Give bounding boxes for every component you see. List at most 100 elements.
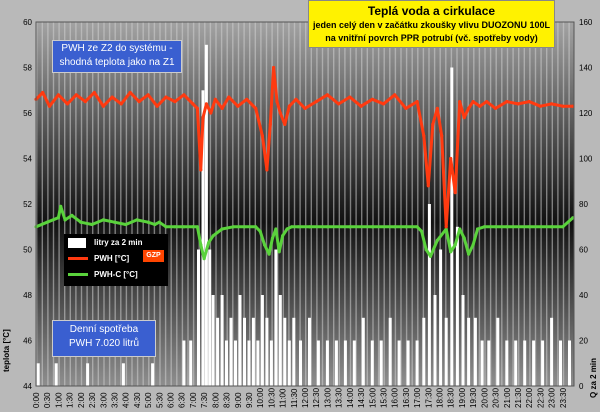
x-tick-label: 5:30 bbox=[155, 392, 164, 408]
consumption-line-2: PWH 7.020 litrů bbox=[68, 338, 140, 349]
pwh-line-point bbox=[393, 93, 397, 97]
x-tick-label: 13:00 bbox=[323, 387, 332, 408]
pwhc-line-point bbox=[195, 225, 199, 229]
background-stripe bbox=[495, 22, 497, 386]
pwhc-line-point bbox=[458, 227, 462, 231]
flow-bar bbox=[204, 44, 208, 387]
flow-bar bbox=[260, 295, 264, 386]
background-stripe bbox=[439, 22, 441, 386]
flow-bar bbox=[505, 340, 509, 386]
background-stripe bbox=[198, 22, 200, 386]
x-tick-label: 2:00 bbox=[77, 392, 86, 408]
x-tick-label: 20:30 bbox=[492, 387, 501, 408]
pwh-line-point bbox=[370, 97, 374, 101]
flow-bar bbox=[439, 249, 443, 386]
pwh-line-point bbox=[444, 225, 448, 229]
background-stripe bbox=[366, 22, 368, 386]
pwh-line-point bbox=[213, 97, 217, 101]
flow-bar bbox=[379, 340, 383, 386]
pwh-line-point bbox=[426, 184, 430, 188]
x-tick-label: 23:30 bbox=[559, 387, 568, 408]
x-tick-label: 4:30 bbox=[133, 392, 142, 408]
flow-bar bbox=[86, 363, 90, 387]
pwh-line-point bbox=[182, 93, 186, 97]
background-stripe bbox=[333, 22, 335, 386]
background-stripe bbox=[265, 22, 268, 386]
background-stripes bbox=[36, 22, 570, 386]
background-stripe bbox=[400, 22, 402, 386]
flow-bar bbox=[274, 249, 278, 386]
background-stripe bbox=[176, 22, 178, 386]
flow-bar bbox=[234, 340, 237, 386]
y2-tick-label: 60 bbox=[579, 246, 588, 255]
flow-bar bbox=[361, 317, 365, 387]
y2-tick-label: 120 bbox=[579, 109, 593, 118]
pwhc-line-point bbox=[471, 243, 475, 247]
pwhc-line-point bbox=[420, 229, 424, 233]
flow-bar bbox=[514, 340, 518, 386]
y2-tick-label: 140 bbox=[579, 64, 593, 73]
pwhc-line-point bbox=[281, 234, 285, 238]
flow-bar bbox=[397, 340, 401, 386]
background-stripe bbox=[181, 22, 184, 386]
background-stripe bbox=[148, 22, 150, 386]
background-stripe bbox=[243, 22, 245, 386]
x-tick-label: 9:00 bbox=[234, 392, 243, 408]
y2-axis-title: Q za 2 min bbox=[589, 358, 598, 398]
background-stripe bbox=[103, 22, 105, 386]
pwhc-line-point bbox=[157, 220, 161, 224]
x-tick-label: 18:00 bbox=[436, 387, 445, 408]
background-stripe bbox=[394, 22, 397, 386]
pwhc-line-point bbox=[59, 204, 63, 208]
flow-bar bbox=[308, 317, 311, 387]
background-stripe bbox=[47, 22, 49, 386]
pwh-line-point bbox=[173, 100, 177, 104]
pwhc-line-point bbox=[482, 225, 486, 229]
background-stripe bbox=[97, 22, 99, 386]
pwhc-line-point bbox=[231, 225, 235, 229]
pwh-line-point bbox=[65, 102, 69, 106]
x-tick-label: 21:00 bbox=[503, 387, 512, 408]
pwhc-line-point bbox=[90, 222, 94, 227]
background-stripe bbox=[489, 22, 492, 386]
pwh-line-point bbox=[146, 93, 150, 97]
flow-bar bbox=[211, 295, 215, 386]
pwh-line-point bbox=[467, 106, 471, 110]
pwhc-line bbox=[35, 204, 574, 261]
pwh-line-point bbox=[478, 104, 482, 108]
x-tick-label: 8:30 bbox=[223, 392, 232, 408]
pwh-line-point bbox=[538, 104, 543, 108]
pwh-line-point bbox=[110, 95, 114, 99]
flow-bar bbox=[352, 340, 356, 386]
pwhc-line-point bbox=[199, 243, 203, 247]
x-tick-label: 15:00 bbox=[368, 387, 377, 408]
background-stripe bbox=[518, 22, 520, 386]
pwhc-line-point bbox=[56, 216, 61, 220]
y-tick-label: 50 bbox=[23, 246, 32, 255]
y2-tick-label: 0 bbox=[579, 382, 584, 391]
pwh-line-point bbox=[359, 104, 363, 108]
pwh-line-point bbox=[440, 134, 444, 138]
flow-bar bbox=[243, 317, 246, 387]
legend-swatch-pwh bbox=[68, 257, 88, 260]
x-tick-label: 19:00 bbox=[458, 387, 467, 408]
flow-bar bbox=[559, 340, 562, 386]
background-stripe bbox=[271, 22, 273, 386]
x-tick-label: 14:00 bbox=[346, 387, 355, 408]
background-stripe bbox=[164, 22, 167, 386]
background-stripe bbox=[316, 22, 318, 386]
background-stripe bbox=[220, 22, 223, 386]
x-tick-label: 13:30 bbox=[335, 387, 344, 408]
background-stripe bbox=[86, 22, 88, 386]
flow-bar bbox=[461, 295, 465, 386]
y2-axis-ticks: 0 20 40 60 80 100 120 140 160 bbox=[579, 18, 593, 391]
x-tick-label: 20:00 bbox=[480, 387, 489, 408]
background-stripe bbox=[338, 22, 340, 386]
background-stripe bbox=[478, 22, 481, 386]
pwhc-line-point bbox=[254, 225, 258, 229]
pwh-line-point bbox=[265, 168, 269, 172]
flow-bar bbox=[189, 340, 193, 386]
background-stripe bbox=[254, 22, 256, 386]
pwhc-line-point bbox=[453, 243, 457, 247]
